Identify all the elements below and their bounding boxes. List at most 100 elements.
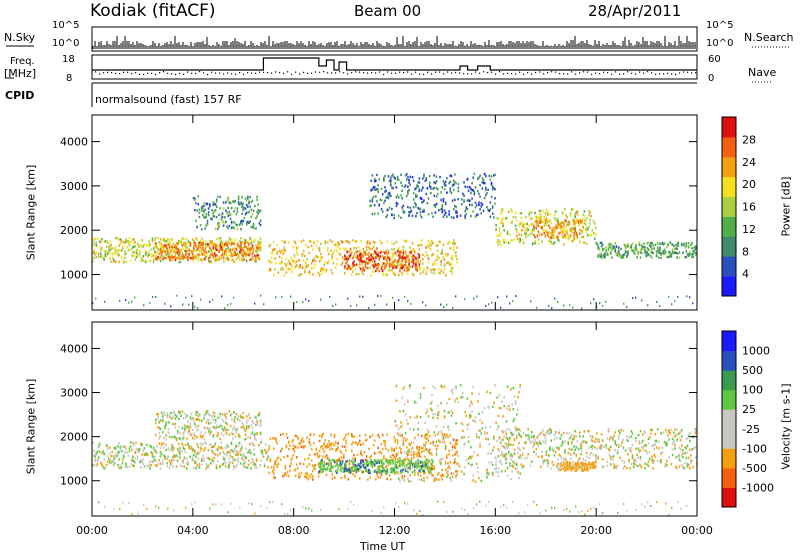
heatmap-cell	[295, 463, 298, 466]
heatmap-cell	[301, 252, 304, 256]
heatmap-cell	[353, 253, 355, 257]
heatmap-cell	[239, 258, 241, 261]
heatmap-cell	[133, 245, 135, 249]
heatmap-cell	[219, 452, 221, 456]
heatmap-cell	[451, 255, 454, 258]
heatmap-cell	[132, 464, 134, 467]
heatmap-cell	[575, 218, 578, 221]
heatmap-cell	[551, 228, 554, 232]
heatmap-cell	[591, 229, 594, 232]
heatmap-cell	[220, 248, 223, 251]
nave-dot	[139, 73, 141, 75]
heatmap-cell	[203, 215, 205, 219]
heatmap-cell	[213, 256, 216, 260]
heatmap-cell	[220, 257, 223, 260]
heatmap-cell	[287, 440, 290, 443]
heatmap-cell	[318, 246, 321, 250]
heatmap-cell	[187, 425, 189, 428]
heatmap-cell	[204, 251, 207, 254]
heatmap-cell	[473, 192, 476, 196]
heatmap-cell	[623, 302, 625, 305]
heatmap-cell	[365, 468, 368, 471]
heatmap-cell	[212, 418, 215, 421]
heatmap-cell	[259, 422, 262, 425]
heatmap-cell	[160, 452, 163, 456]
heatmap-cell	[126, 466, 128, 469]
heatmap-cell	[228, 201, 231, 204]
heatmap-cell	[179, 452, 181, 456]
heatmap-cell	[410, 209, 413, 212]
heatmap-cell	[690, 243, 692, 247]
heatmap-cell	[535, 225, 538, 228]
heatmap-cell	[163, 411, 165, 414]
heatmap-cell	[218, 225, 220, 228]
heatmap-cell	[233, 200, 235, 204]
heatmap-cell	[340, 240, 343, 243]
heatmap-cell	[371, 197, 374, 201]
heatmap-cell	[393, 471, 395, 474]
heatmap-cell	[317, 456, 320, 459]
heatmap-cell	[538, 216, 541, 220]
heatmap-cell	[244, 197, 247, 200]
heatmap-cell	[643, 245, 645, 249]
heatmap-cell	[242, 411, 245, 415]
heatmap-cell	[125, 299, 127, 302]
heatmap-cell	[361, 260, 363, 263]
heatmap-cell	[344, 254, 346, 258]
heatmap-cell	[422, 461, 424, 465]
nave-dot	[539, 71, 541, 73]
heatmap-cell	[434, 181, 437, 185]
heatmap-cell	[424, 255, 426, 258]
heatmap-cell	[640, 244, 643, 247]
nave-dot	[459, 72, 461, 74]
heatmap-cell	[111, 460, 114, 463]
heatmap-cell	[302, 239, 305, 242]
heatmap-cell	[98, 442, 101, 446]
heatmap-cell	[257, 242, 260, 245]
heatmap-cell	[220, 254, 223, 257]
heatmap-cell	[212, 411, 215, 414]
heatmap-cell	[529, 217, 532, 221]
heatmap-cell	[363, 260, 366, 263]
heatmap-cell	[573, 237, 575, 241]
heatmap-cell	[422, 270, 424, 274]
heatmap-cell	[237, 453, 240, 456]
heatmap-cell	[224, 249, 226, 253]
heatmap-cell	[404, 458, 407, 461]
heatmap-cell	[425, 246, 428, 249]
heatmap-cell	[349, 247, 352, 251]
heatmap-cell	[691, 247, 693, 250]
heatmap-cell	[446, 261, 448, 265]
heatmap-cell	[209, 260, 211, 263]
heatmap-cell	[197, 255, 200, 258]
heatmap-cell	[216, 459, 219, 463]
heatmap-cell	[395, 201, 398, 205]
heatmap-cell	[596, 305, 598, 308]
heatmap-cell	[416, 452, 418, 456]
heatmap-cell	[431, 466, 433, 470]
heatmap-cell	[349, 267, 352, 271]
heatmap-cell	[337, 241, 339, 244]
heatmap-cell	[400, 262, 402, 265]
heatmap-cell	[684, 246, 686, 249]
heatmap-cell	[493, 216, 495, 219]
heatmap-cell	[309, 443, 312, 447]
heatmap-cell	[344, 436, 346, 439]
heatmap-cell	[364, 261, 367, 264]
heatmap-cell	[565, 230, 567, 233]
heatmap-cell	[193, 460, 196, 463]
heatmap-cell	[153, 449, 156, 452]
heatmap-cell	[395, 424, 398, 427]
heatmap-cell	[561, 229, 564, 233]
heatmap-cell	[661, 242, 664, 246]
heatmap-cell	[405, 269, 408, 273]
heatmap-cell	[109, 240, 111, 243]
heatmap-cell	[250, 258, 253, 262]
heatmap-cell	[255, 438, 257, 442]
heatmap-cell	[365, 241, 368, 244]
heatmap-cell	[321, 272, 323, 275]
nave-dot	[499, 71, 501, 73]
heatmap-cell	[612, 245, 614, 248]
heatmap-cell	[284, 464, 287, 468]
heatmap-cell	[393, 435, 395, 439]
